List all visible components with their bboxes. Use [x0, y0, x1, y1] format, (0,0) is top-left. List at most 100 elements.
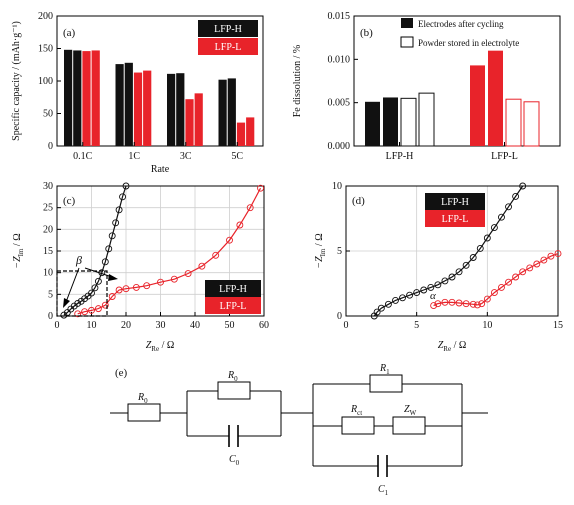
panel-b-bar-LFP-H-2	[400, 97, 417, 147]
panel-c-zoom-box	[56, 270, 108, 317]
panel-a-bar-5C-0	[218, 79, 227, 146]
panel-d-legend-lfp-h-box	[425, 193, 485, 210]
panel-d-ytick-label: 5	[337, 246, 342, 257]
panel-c-legend-lfp-h-box	[205, 280, 261, 297]
panel-d-impedance-plot: (d) 0 5 10 15 0 5 10 α LFP-H LFP-L −ZIm / Ω ZR…	[314, 181, 563, 353]
panel-a-xlabel: Rate	[151, 164, 170, 175]
panel-d-point-LFP-L	[455, 299, 463, 307]
panel-b-bar-LFP-L-3	[523, 101, 540, 147]
panel-a-bar-0.1C-1	[73, 50, 82, 147]
panel-a-category-label: 1C	[128, 151, 140, 162]
panel-b-bar-LFP-H-0	[365, 101, 380, 146]
panel-d-point-LFP-H	[434, 281, 442, 289]
panel-b-label: (b)	[360, 27, 373, 39]
panel-a-legend: LFP-H LFP-L	[198, 20, 258, 55]
panel-b-category-label: LFP-L	[491, 151, 518, 162]
panel-d-point-LFP-H	[427, 283, 435, 291]
panel-c-ytick-label: 20	[43, 224, 53, 235]
panel-a-bar-5C-2	[236, 122, 246, 146]
panel-c-point-LFP-L	[170, 275, 178, 283]
panel-b-bar-chart: (b) Fe dissolution / % 0.0000.0050.0100.…	[292, 11, 561, 162]
panel-d-point-LFP-L	[434, 300, 442, 308]
panel-c-point-LFP-L	[122, 285, 130, 293]
panel-e-label: (e)	[115, 367, 128, 379]
panel-d-point-LFP-H	[519, 182, 527, 190]
panel-a-bar-1C-2	[133, 72, 143, 146]
label-c0: C0	[229, 454, 240, 467]
panel-b-ylabel: Fe dissolution / %	[292, 45, 303, 118]
panel-c-xtick-label: 30	[156, 320, 166, 331]
panel-c-line-LFP-L	[77, 187, 262, 315]
resistor-rct	[341, 416, 375, 435]
panel-a-category-label: 5C	[231, 151, 243, 162]
panel-d-point-LFP-L	[533, 260, 541, 268]
panel-d-point-LFP-L	[540, 256, 548, 264]
panel-c-point-LFP-H	[115, 206, 123, 214]
panel-d-ytick-label: 0	[337, 311, 342, 322]
panel-c-arrowhead-right	[108, 274, 118, 281]
panel-c-ytick-label: 30	[43, 181, 53, 192]
panel-c-point-LFP-H	[91, 284, 99, 292]
panel-d-line-LFP-L	[433, 253, 559, 307]
panel-d-point-LFP-H	[512, 192, 520, 200]
panel-c-point-LFP-L	[157, 278, 164, 286]
panel-d-point-LFP-L	[462, 300, 470, 308]
panel-c-point-LFP-L	[81, 308, 89, 316]
panel-d-legend-lfp-h: LFP-H	[441, 197, 469, 208]
panel-d-point-LFP-L	[505, 278, 512, 286]
panel-d-marks	[370, 182, 562, 320]
label-c1: C1	[378, 484, 389, 497]
panel-d-point-LFP-H	[476, 244, 484, 252]
panel-d-point-LFP-L	[512, 273, 520, 281]
panel-c-legend: LFP-H LFP-L	[205, 280, 261, 314]
panel-d-point-LFP-L	[554, 250, 562, 258]
panel-d-point-LFP-H	[384, 300, 392, 308]
panel-b-ytick-label: 0.005	[328, 98, 351, 109]
panel-c-point-LFP-H	[74, 299, 82, 307]
panel-c-point-LFP-L	[257, 184, 264, 192]
panel-c-xtick-label: 10	[87, 320, 97, 331]
panel-b-ytick-label: 0.000	[328, 141, 351, 152]
panel-d-point-LFP-L	[478, 300, 486, 308]
panel-c-ytick-label: 0	[48, 311, 53, 322]
panel-d-point-LFP-H	[373, 308, 381, 316]
panel-c-point-LFP-H	[119, 193, 127, 201]
panel-c-point-LFP-L	[246, 204, 254, 212]
panel-d-ylabel: −ZIm / Ω	[314, 233, 327, 268]
panel-d-point-LFP-H	[406, 291, 414, 299]
panel-a-label: (a)	[63, 27, 76, 39]
panel-d-xtick-label: 10	[482, 320, 492, 331]
panel-c-legend-lfp-l: LFP-L	[220, 301, 247, 312]
panel-a-bar-1C-1	[124, 62, 133, 146]
panel-c-marks	[60, 182, 264, 319]
panel-c-point-LFP-L	[108, 293, 116, 300]
panel-d-point-LFP-L	[526, 264, 534, 272]
panel-b-legend-powder: Powder stored in electrolyte	[418, 38, 519, 48]
panel-d-legend: LFP-H LFP-L	[425, 193, 485, 227]
panel-a-ytick-label: 100	[38, 76, 53, 87]
panel-a-bar-3C-2	[185, 99, 194, 146]
panel-c-point-LFP-L	[236, 221, 244, 229]
panel-b-bar-LFP-H-3	[418, 92, 435, 147]
panel-c-point-LFP-L	[88, 306, 95, 314]
panel-a-ylabel: Specific capacity / (mAh·g⁻¹)	[11, 21, 22, 141]
panel-d-label: (d)	[352, 195, 365, 207]
label-r0-series: R0	[137, 392, 148, 405]
panel-d-xtick-label: 15	[553, 320, 563, 331]
panel-c-ytick-label: 10	[43, 268, 53, 279]
panel-b-bars	[365, 50, 540, 147]
warburg-zw	[392, 416, 426, 435]
panel-a-bar-chart: (a) Specific capacity / (mAh·g⁻¹) Rate 0…	[11, 11, 264, 175]
panel-d-xtick-label: 0	[344, 320, 349, 331]
panel-b-ytick-label: 0.010	[328, 54, 351, 65]
panel-b-legend-electrodes: Electrodes after cycling	[418, 19, 504, 29]
panel-a-bar-3C-1	[176, 73, 185, 146]
panel-d-point-LFP-L	[430, 302, 438, 310]
panel-a-categories: 0.1C 1C 3C 5C	[73, 142, 243, 162]
panel-a-bar-3C-0	[167, 73, 176, 146]
label-r0-parallel: R0	[227, 370, 238, 383]
label-r1: R1	[379, 363, 390, 376]
panel-c-arrowhead-left	[63, 298, 70, 308]
panel-d-point-LFP-H	[448, 273, 456, 281]
